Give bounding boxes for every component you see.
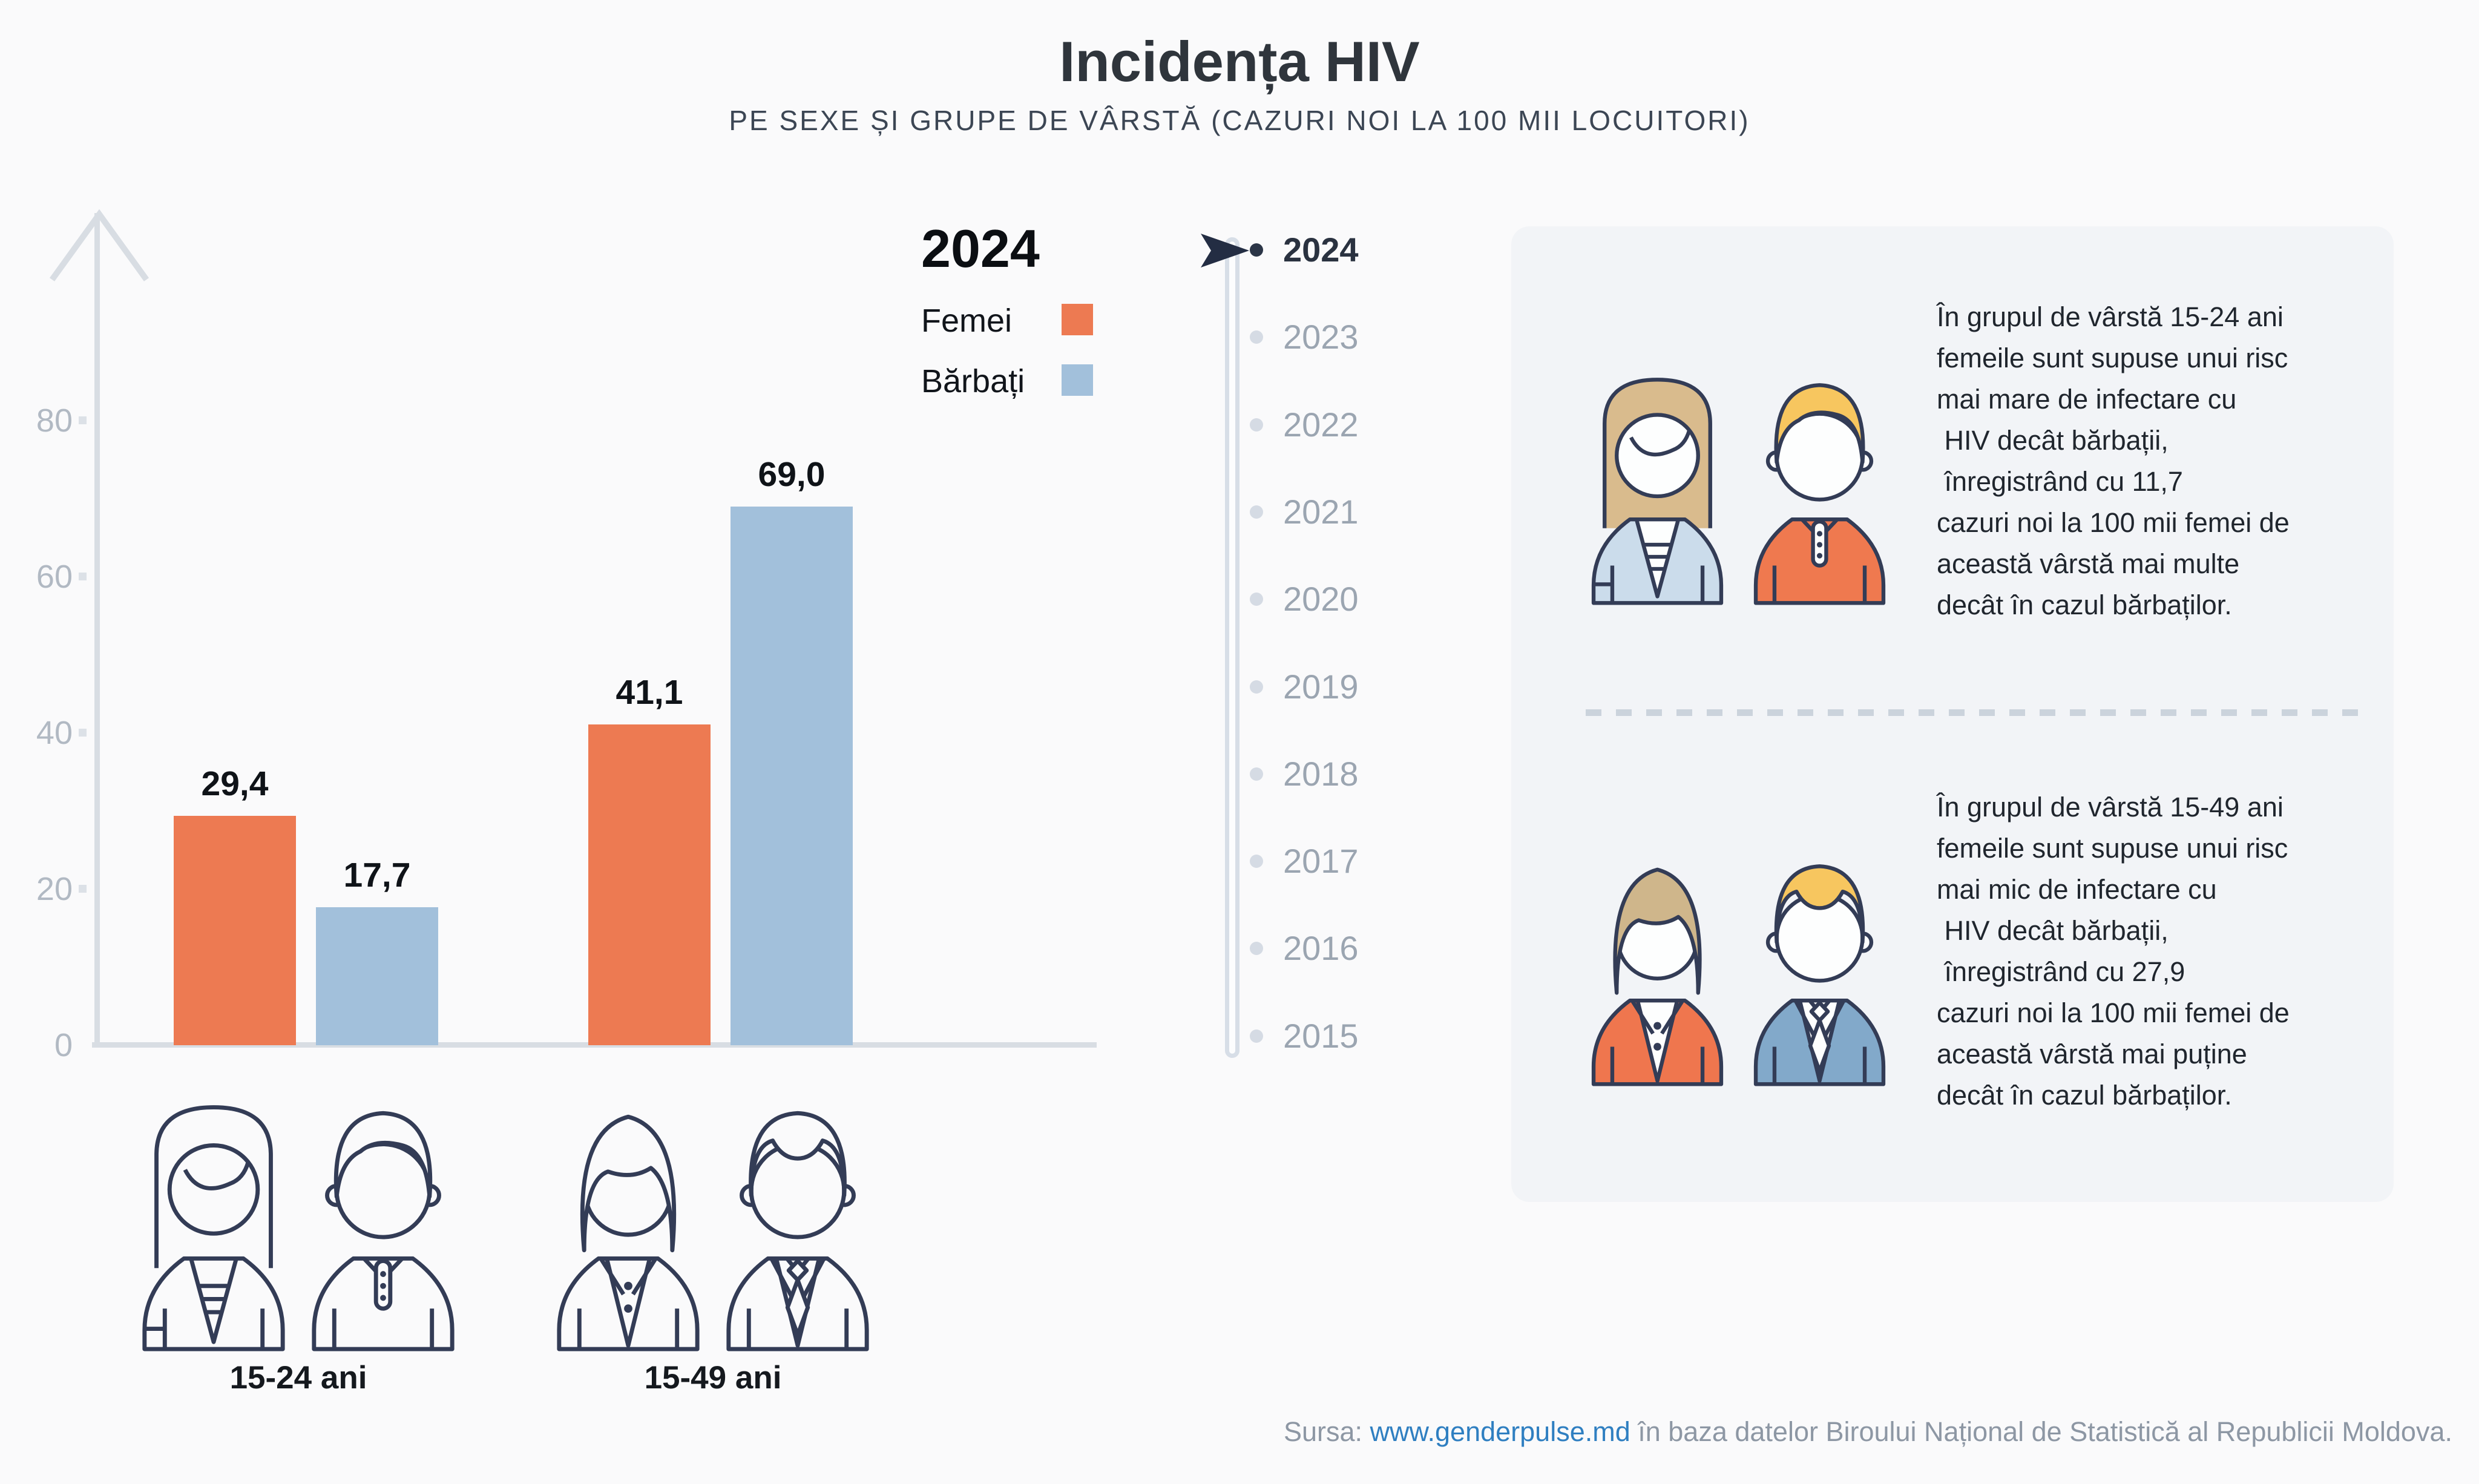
category-label-15-24: 15-24 ani <box>229 1360 367 1396</box>
y-tick-mark <box>79 885 87 893</box>
bar-femei-15-49-ani <box>588 724 711 1045</box>
young-man-icon <box>306 1089 461 1351</box>
source-link[interactable]: www.genderpulse.md <box>1370 1416 1630 1447</box>
legend-entry-femei: Femei <box>921 304 1103 338</box>
timeline-year[interactable]: 2018 <box>1283 754 1359 793</box>
timeline-dot[interactable] <box>1250 767 1263 781</box>
panel-text-15-24: În grupul de vârstă 15-24 ani femeile su… <box>1937 301 2290 620</box>
y-tick-80: 80 <box>36 402 73 439</box>
bar-value-label: 69,0 <box>758 455 826 494</box>
timeline-dot[interactable] <box>1250 1029 1263 1043</box>
y-tick-20: 20 <box>36 871 73 907</box>
source-prefix: Sursa: <box>1283 1416 1370 1447</box>
dashed-divider <box>1586 709 2368 716</box>
legend-label: Femei <box>921 303 1013 339</box>
page-subtitle: PE SEXE ȘI GRUPE DE VÂRSTĂ (CAZURI NOI L… <box>729 105 1750 136</box>
panel-man-icon <box>1748 844 1891 1086</box>
young-woman-icon <box>136 1089 291 1351</box>
bar-value-label: 17,7 <box>343 855 411 895</box>
source-suffix: în baza datelor Biroului Național de Sta… <box>1630 1416 2452 1447</box>
timeline-year[interactable]: 2015 <box>1283 1016 1359 1055</box>
y-axis-line <box>94 213 100 1045</box>
bar-value-label: 41,1 <box>616 672 683 712</box>
timeline-dot[interactable] <box>1250 680 1263 694</box>
bar-bărbați-15-49-ani <box>731 506 853 1045</box>
timeline-dot[interactable] <box>1250 418 1263 432</box>
timeline-year[interactable]: 2021 <box>1283 492 1359 531</box>
y-tick-60: 60 <box>36 559 73 595</box>
y-tick-40: 40 <box>36 715 73 751</box>
timeline-dot[interactable] <box>1250 942 1263 956</box>
legend-swatch-femei <box>1062 304 1093 335</box>
bar-value-label: 29,4 <box>201 764 269 803</box>
legend-swatch-barbati <box>1062 364 1093 396</box>
timeline-dot[interactable] <box>1250 855 1263 868</box>
bar-bărbați-15-24-ani <box>316 907 438 1045</box>
timeline-dot[interactable] <box>1250 330 1263 344</box>
timeline-year[interactable]: 2022 <box>1283 405 1359 444</box>
timeline-year[interactable]: 2024 <box>1283 231 1359 269</box>
category-label-15-49: 15-49 ani <box>644 1360 782 1396</box>
bar-femei-15-24-ani <box>174 815 296 1045</box>
timeline-dot[interactable] <box>1250 593 1263 606</box>
timeline-year[interactable]: 2023 <box>1283 318 1359 356</box>
panel-woman-icon <box>1586 844 1729 1086</box>
timeline-cursor-icon[interactable] <box>1201 234 1252 268</box>
man-icon <box>720 1089 875 1351</box>
panel-young-man-icon <box>1748 363 1891 605</box>
timeline-track[interactable] <box>1225 237 1240 1058</box>
woman-icon <box>551 1089 706 1351</box>
timeline-dot[interactable] <box>1250 505 1263 519</box>
y-tick-mark <box>79 573 87 580</box>
timeline-dot[interactable] <box>1250 243 1263 257</box>
source-note: Sursa: www.genderpulse.md în baza datelo… <box>968 1416 2452 1448</box>
y-tick-0: 0 <box>54 1027 73 1063</box>
timeline-year[interactable]: 2016 <box>1283 929 1359 968</box>
legend-label: Bărbați <box>921 363 1025 399</box>
legend-entry-barbati: Bărbați <box>921 364 1103 398</box>
panel-young-woman-icon <box>1586 363 1729 605</box>
timeline-year[interactable]: 2019 <box>1283 667 1359 706</box>
y-tick-mark <box>79 729 87 737</box>
panel-text-15-49: În grupul de vârstă 15-49 ani femeile su… <box>1937 792 2290 1111</box>
page-title: Incidența HIV <box>1059 30 1420 93</box>
timeline-year[interactable]: 2017 <box>1283 842 1359 881</box>
timeline-year[interactable]: 2020 <box>1283 580 1359 619</box>
legend-year: 2024 <box>921 218 1040 278</box>
y-tick-mark <box>79 416 87 424</box>
